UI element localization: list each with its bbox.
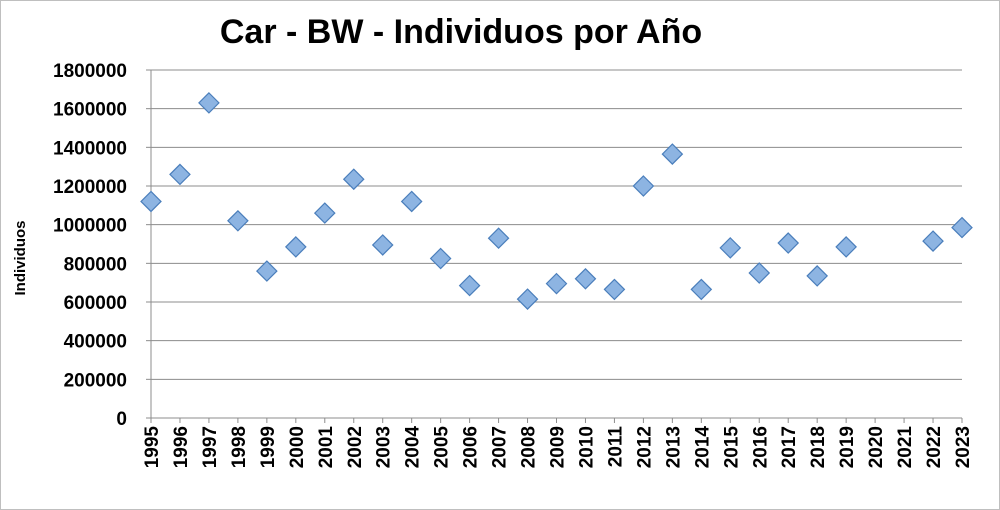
x-tick-label-2011: 2011 bbox=[605, 426, 626, 468]
x-tick-labels: 1995 1996 1997 1998 1999 2000 2001 2002 2003 2004… bbox=[142, 418, 974, 468]
data-point-2010 bbox=[574, 267, 597, 290]
y-tick-label-5: 1000000 bbox=[53, 216, 127, 237]
x-tick-label-2007: 2007 bbox=[490, 426, 511, 468]
y-tick-label-2: 400000 bbox=[64, 332, 127, 353]
data-point-2008 bbox=[516, 288, 539, 310]
x-tick-label-2018: 2018 bbox=[808, 426, 829, 468]
chart-title: Car - BW - Individuos por Año bbox=[220, 13, 702, 51]
x-tick-label-2017: 2017 bbox=[779, 426, 800, 468]
x-tick-label-2004: 2004 bbox=[403, 426, 424, 469]
data-point-2002 bbox=[342, 168, 365, 191]
data-point-2004 bbox=[400, 190, 423, 213]
y-tick-label-1: 200000 bbox=[64, 370, 127, 391]
data-point-2015 bbox=[719, 237, 742, 259]
data-point-2003 bbox=[371, 234, 394, 256]
data-point-2000 bbox=[284, 236, 307, 258]
x-tick-label-2019: 2019 bbox=[837, 426, 858, 468]
x-tick-label-1995: 1995 bbox=[142, 426, 163, 469]
x-tick-label-2015: 2015 bbox=[721, 426, 742, 469]
x-tick-label-2013: 2013 bbox=[663, 426, 684, 468]
data-point-2019 bbox=[835, 236, 857, 258]
y-tick-label-9: 1800000 bbox=[53, 61, 127, 82]
x-tick-label-2016: 2016 bbox=[750, 426, 771, 468]
x-tick-label-2000: 2000 bbox=[287, 426, 308, 468]
y-tick-label-7: 1400000 bbox=[53, 138, 127, 159]
x-tick-label-2023: 2023 bbox=[953, 426, 974, 468]
data-point-2006 bbox=[458, 274, 481, 297]
data-point-2001 bbox=[313, 202, 336, 224]
data-point-2023 bbox=[951, 216, 973, 239]
x-tick-label-2014: 2014 bbox=[692, 426, 713, 469]
data-point-2018 bbox=[806, 265, 829, 287]
x-tick-label-2009: 2009 bbox=[548, 426, 569, 468]
data-point-2007 bbox=[487, 227, 510, 250]
data-point-1998 bbox=[227, 209, 249, 232]
data-point-1996 bbox=[169, 163, 191, 186]
data-point-2012 bbox=[632, 175, 655, 197]
x-tick-label-2002: 2002 bbox=[345, 426, 366, 468]
x-tick-label-2005: 2005 bbox=[432, 426, 453, 469]
y-tick-label-3: 600000 bbox=[64, 293, 127, 314]
y-tick-label-6: 1200000 bbox=[53, 177, 127, 198]
y-tick-label-0: 0 bbox=[116, 409, 127, 430]
data-point-2013 bbox=[661, 143, 684, 165]
x-tick-label-1996: 1996 bbox=[171, 426, 192, 468]
data-point-1999 bbox=[256, 260, 278, 282]
x-tick-label-2021: 2021 bbox=[895, 426, 916, 469]
x-tick-label-2012: 2012 bbox=[634, 426, 655, 468]
data-point-1997 bbox=[198, 92, 220, 114]
x-tick-label-2001: 2001 bbox=[316, 426, 337, 469]
y-tick-labels: 0 200000 400000 600000 800000 1000000 1200000 1… bbox=[53, 61, 127, 430]
x-tick-label-1998: 1998 bbox=[229, 426, 250, 468]
data-point-2017 bbox=[777, 232, 800, 254]
y-tick-label-4: 800000 bbox=[64, 254, 127, 275]
x-tick-label-1999: 1999 bbox=[258, 426, 279, 468]
x-tick-label-2003: 2003 bbox=[374, 426, 395, 468]
data-point-2011 bbox=[603, 278, 626, 301]
x-tick-label-2008: 2008 bbox=[519, 426, 540, 468]
data-point-2009 bbox=[545, 272, 568, 295]
data-point-2014 bbox=[690, 278, 713, 301]
x-tick-label-1997: 1997 bbox=[200, 426, 221, 468]
x-tick-label-2006: 2006 bbox=[461, 426, 482, 468]
data-point-2005 bbox=[429, 247, 452, 270]
data-point-2016 bbox=[748, 262, 771, 284]
data-point-1995 bbox=[140, 190, 162, 213]
x-tick-label-2020: 2020 bbox=[866, 426, 887, 468]
grid-lines bbox=[146, 69, 962, 419]
y-tick-label-8: 1600000 bbox=[53, 100, 127, 121]
x-tick-label-2022: 2022 bbox=[924, 426, 945, 468]
x-tick-label-2010: 2010 bbox=[576, 426, 597, 468]
y-axis-label: Individuos bbox=[12, 221, 29, 296]
data-point-2022 bbox=[922, 230, 944, 252]
data-points bbox=[140, 92, 973, 310]
